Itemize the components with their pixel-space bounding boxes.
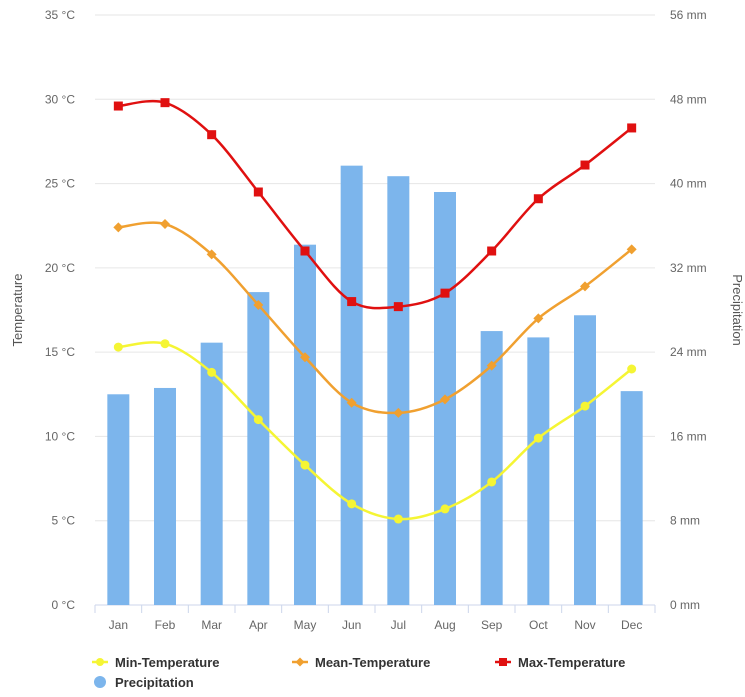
max-temperature-point (160, 98, 170, 108)
mean-temperature-point (626, 244, 637, 255)
mean-temperature-point (580, 281, 590, 292)
y-tick-label-left: 5 °C (52, 514, 76, 528)
y-tick-label-right: 40 mm (670, 177, 707, 191)
legend-label-mean-temperature: Mean-Temperature (315, 655, 430, 670)
max-temperature-point (533, 194, 543, 204)
x-tick-label: Feb (155, 618, 176, 632)
y-tick-label-right: 16 mm (670, 429, 707, 443)
x-tick-label: Jan (109, 618, 128, 632)
y-tick-label-left: 20 °C (45, 261, 75, 275)
x-tick-label: Nov (574, 618, 595, 632)
x-tick-label: Jun (342, 618, 361, 632)
min-temperature-point (253, 415, 263, 425)
precipitation-bar (154, 387, 176, 605)
x-tick-label: Dec (621, 618, 642, 632)
min-temperature-point (300, 460, 310, 470)
legend: Min-Temperature Mean-Temperature Max-Tempe… (92, 655, 625, 690)
y-tick-label-right: 0 mm (670, 598, 700, 612)
mean-temperature-point (206, 249, 217, 260)
x-axis: Jan Feb Mar Apr May Jun Jul Aug Sep Oct Nov Dec (94, 605, 656, 632)
legend-symbol-precipitation (94, 676, 106, 688)
mean-temperature-point (113, 222, 124, 233)
precipitation-bar (387, 176, 410, 606)
max-temperature-line (118, 99, 633, 310)
y-tick-label-left: 10 °C (45, 429, 75, 443)
precipitation-bar (527, 337, 550, 605)
x-tick-label: Apr (249, 618, 268, 632)
y-tick-label-left: 25 °C (45, 177, 75, 191)
y-tick-label-right: 56 mm (670, 8, 707, 22)
legend-symbol-mean-temperature (295, 657, 305, 667)
y-axis-left-title: Temperature (10, 274, 25, 347)
legend-label-min-temperature: Min-Temperature (115, 655, 220, 670)
x-tick-label: Jul (391, 618, 406, 632)
gridlines (95, 14, 655, 606)
legend-symbol-min-temperature (96, 658, 104, 666)
max-temperature-point (487, 246, 497, 256)
min-temperature-point (113, 342, 123, 352)
min-temperature-point (160, 339, 170, 349)
min-temperature-point (533, 433, 543, 443)
min-temperature-point (440, 504, 450, 514)
y-tick-label-left: 0 °C (52, 598, 76, 612)
legend-label-max-temperature: Max-Temperature (518, 655, 625, 670)
max-temperature-point (113, 101, 123, 111)
precipitation-bars (107, 165, 643, 606)
precipitation-bar (247, 292, 270, 605)
mean-temperature-point (440, 394, 450, 405)
x-tick-label: Aug (434, 618, 455, 632)
precipitation-bar (480, 331, 503, 605)
y-tick-label-left: 15 °C (45, 345, 75, 359)
y-axis-right-title: Precipitation (730, 274, 745, 346)
mean-temperature-point (393, 407, 404, 418)
y-tick-label-left: 30 °C (45, 92, 75, 106)
legend-label-precipitation: Precipitation (115, 675, 194, 690)
x-tick-label: Oct (529, 618, 548, 632)
y-tick-label-right: 32 mm (670, 261, 707, 275)
y-axis-left: 0 °C 5 °C 10 °C 15 °C 20 °C 25 °C 30 °C 35 °C (45, 8, 75, 612)
x-tick-label: May (294, 618, 317, 632)
min-temperature-point (627, 364, 637, 374)
max-temperature-point (347, 297, 357, 307)
mean-temperature-point (300, 352, 310, 363)
precipitation-bar (574, 315, 596, 605)
max-temperature-point (440, 288, 450, 298)
min-temperature-point (393, 514, 403, 524)
mean-temperature-line (118, 221, 633, 415)
precipitation-bar (340, 165, 363, 606)
temperature-lines (113, 98, 637, 524)
precipitation-bar (294, 244, 316, 605)
y-tick-label-left: 35 °C (45, 8, 75, 22)
precipitation-bar (620, 391, 643, 605)
mean-temperature-point (160, 219, 170, 230)
mean-temperature-point (346, 397, 357, 408)
mean-temperature-point (253, 299, 264, 310)
precipitation-bar (200, 342, 223, 605)
mean-temperature-point (533, 313, 544, 324)
precipitation-bar (107, 394, 130, 605)
max-temperature-point (580, 160, 590, 170)
max-temperature-point (253, 187, 263, 197)
min-temperature-line (118, 341, 633, 521)
min-temperature-point (487, 477, 497, 487)
x-tick-label: Mar (201, 618, 222, 632)
min-temperature-point (580, 401, 590, 411)
max-temperature-point (393, 302, 403, 312)
max-temperature-point (627, 123, 637, 133)
y-axis-right: 0 mm 8 mm 16 mm 24 mm 32 mm 40 mm 48 mm 56 mm (670, 8, 707, 612)
min-temperature-point (347, 499, 357, 509)
legend-symbol-max-temperature (499, 658, 507, 666)
x-tick-label: Sep (481, 618, 503, 632)
max-temperature-point (207, 130, 217, 140)
y-tick-label-right: 48 mm (670, 92, 707, 106)
y-tick-label-right: 24 mm (670, 345, 707, 359)
min-temperature-point (207, 367, 217, 377)
y-tick-label-right: 8 mm (670, 514, 700, 528)
mean-temperature-point (486, 360, 497, 371)
max-temperature-point (300, 246, 310, 256)
